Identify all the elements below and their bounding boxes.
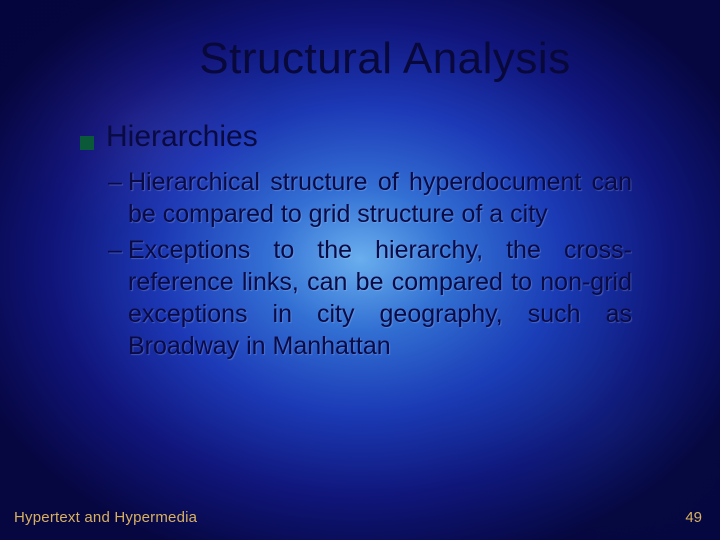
slide: Structural Analysis Hierarchies – Hierar… — [0, 0, 720, 540]
slide-number: 49 — [685, 509, 702, 526]
sub-bullet-text: Exceptions to the hierarchy, the cross-r… — [128, 236, 632, 360]
bullet-label: Hierarchies — [106, 120, 258, 154]
dash-icon: – — [108, 234, 122, 266]
square-bullet-icon — [80, 136, 94, 150]
bullet-item: Hierarchies — [80, 120, 674, 154]
slide-title: Structural Analysis — [96, 34, 674, 84]
dash-icon: – — [108, 166, 122, 198]
sub-bullet-list: – Hierarchical structure of hyperdocumen… — [128, 166, 632, 362]
footer-left: Hypertext and Hypermedia — [14, 509, 197, 526]
sub-bullet-text: Hierarchical structure of hyperdocument … — [128, 168, 632, 228]
sub-bullet-item: – Hierarchical structure of hyperdocumen… — [128, 166, 632, 230]
sub-bullet-item: – Exceptions to the hierarchy, the cross… — [128, 234, 632, 362]
slide-footer: Hypertext and Hypermedia 49 — [0, 509, 720, 526]
